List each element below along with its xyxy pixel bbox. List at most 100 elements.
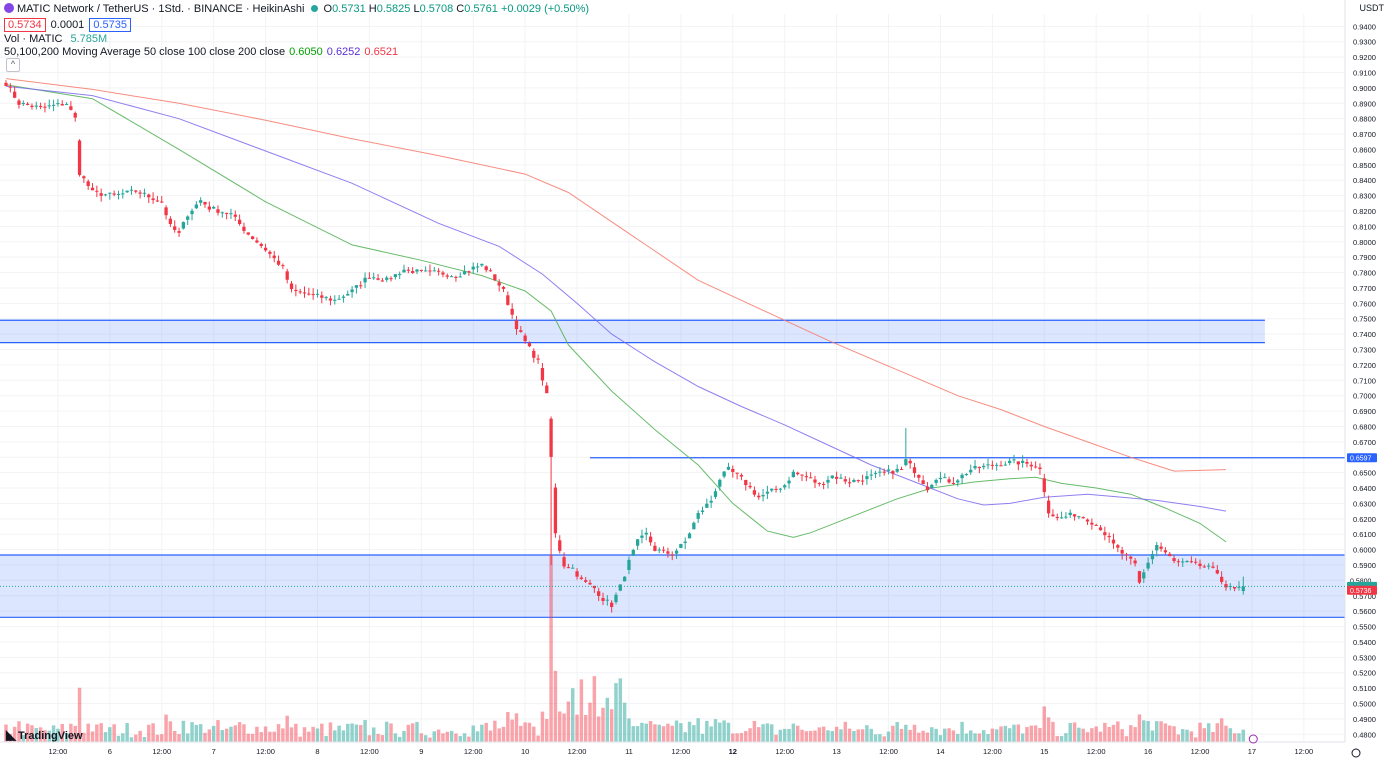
volume-bar xyxy=(445,731,449,742)
candle-body xyxy=(168,218,173,225)
volume-bars xyxy=(4,555,1246,742)
tradingview-logo[interactable]: ◣ TradingView xyxy=(6,727,83,743)
chart-legend-symbol[interactable]: MATIC Network / TetherUS · 1Std. · BINAN… xyxy=(4,3,589,15)
volume-bar xyxy=(579,679,584,742)
price-tick-label: 0.7800 xyxy=(1353,269,1376,278)
candle-body xyxy=(497,282,501,286)
candle-body xyxy=(142,192,147,194)
candle-body xyxy=(1124,554,1129,556)
volume-bar xyxy=(523,722,527,742)
candle-body xyxy=(761,494,765,497)
candle-body xyxy=(1021,460,1025,463)
candle-body xyxy=(657,549,661,551)
candle-body xyxy=(796,472,800,475)
time-tick-label: 12:00 xyxy=(1294,747,1313,756)
candle-body xyxy=(21,102,25,105)
candle-body xyxy=(337,298,341,300)
candle-body xyxy=(1142,572,1146,579)
volume-bar xyxy=(1228,728,1233,742)
volume-bar xyxy=(1090,728,1094,742)
volume-bar xyxy=(134,734,138,742)
candle-body xyxy=(718,479,722,487)
price-axis[interactable]: 0.9400 0.9300 0.9200 0.9100 0.9000 0.8900 0.88… xyxy=(1344,0,1390,762)
candle-body xyxy=(501,286,506,289)
candle-body xyxy=(99,193,103,196)
time-tick-label: 12:00 xyxy=(464,747,483,756)
volume-bar xyxy=(943,728,947,742)
ma-legend[interactable]: 50,100,200 Moving Average 50 close 100 c… xyxy=(4,46,398,58)
candle-body xyxy=(164,207,168,216)
volume-bar xyxy=(1094,726,1098,742)
candle-body xyxy=(735,472,739,474)
volume-bar xyxy=(359,725,363,742)
candle-body xyxy=(692,522,696,530)
volume-bar xyxy=(384,721,389,742)
volume-bar xyxy=(151,723,155,742)
candle-body xyxy=(670,554,674,556)
candle-body xyxy=(990,464,995,466)
candle-body xyxy=(8,86,12,88)
candle-body xyxy=(311,294,315,296)
price-tick-label: 0.8700 xyxy=(1353,130,1376,139)
volume-bar xyxy=(125,722,129,742)
volume-bar xyxy=(324,736,328,742)
volume-bar xyxy=(73,725,77,742)
price-tick-label: 0.6200 xyxy=(1353,515,1376,524)
candle-body xyxy=(956,480,960,483)
volume-bar xyxy=(956,733,960,742)
volume-bar xyxy=(25,723,30,742)
volume-bar xyxy=(666,723,670,742)
ohlc-c-label: C xyxy=(456,3,465,15)
sell-price-button[interactable]: 0.5734 xyxy=(4,18,46,32)
volume-bar xyxy=(138,730,142,742)
volume-bar xyxy=(661,726,666,742)
volume-legend[interactable]: Vol · MATIC 5.785M xyxy=(4,33,107,45)
candle-body xyxy=(752,490,757,495)
candle-body xyxy=(1189,561,1194,563)
volume-bar xyxy=(1081,728,1085,742)
candle-body xyxy=(869,474,873,476)
candle-body xyxy=(635,539,640,546)
volume-bar xyxy=(769,724,774,742)
candle-body xyxy=(899,468,904,470)
candle-body xyxy=(1107,535,1111,538)
candle-body xyxy=(445,275,449,277)
candle-body xyxy=(995,464,999,466)
volume-bar xyxy=(882,736,886,742)
volume-bar xyxy=(121,733,125,742)
candle-body xyxy=(731,468,735,472)
volume-bar xyxy=(653,724,657,742)
currency-label[interactable]: USDT xyxy=(1359,3,1385,13)
buy-price-button[interactable]: 0.5735 xyxy=(89,18,131,32)
volume-bar xyxy=(333,730,337,742)
volume-bar xyxy=(596,716,601,742)
volume-bar xyxy=(951,730,956,742)
volume-bar xyxy=(419,733,424,742)
volume-bar xyxy=(947,728,951,742)
candle-body xyxy=(1159,546,1163,549)
candle-body xyxy=(809,477,813,479)
volume-bar xyxy=(640,722,644,742)
candle-body xyxy=(393,274,397,278)
volume-bar xyxy=(570,688,575,742)
volume-bar xyxy=(1120,729,1124,742)
volume-bar xyxy=(51,725,56,742)
price-tick-label: 0.8000 xyxy=(1353,238,1376,247)
time-axis[interactable]: 12:00 6 12:00 7 12:00 8 12:00 9 12:00 10 12:00 11 12… xyxy=(0,741,1345,756)
volume-bar xyxy=(1150,730,1155,742)
candle-body xyxy=(13,91,17,98)
volume-bar xyxy=(540,711,545,742)
volume-bar xyxy=(410,723,415,742)
volume-bar xyxy=(164,714,168,742)
collapse-legend-button[interactable]: ^ xyxy=(6,58,20,72)
candle-body xyxy=(294,289,298,292)
candle-body xyxy=(709,500,713,503)
candle-body xyxy=(679,543,683,548)
price-tick-label: 0.7900 xyxy=(1353,253,1376,262)
candle-body xyxy=(376,278,380,280)
price-tick-label: 0.5900 xyxy=(1353,561,1376,570)
volume-bar xyxy=(1172,726,1176,742)
volume-bar xyxy=(1016,724,1021,742)
candle-body xyxy=(817,483,821,485)
